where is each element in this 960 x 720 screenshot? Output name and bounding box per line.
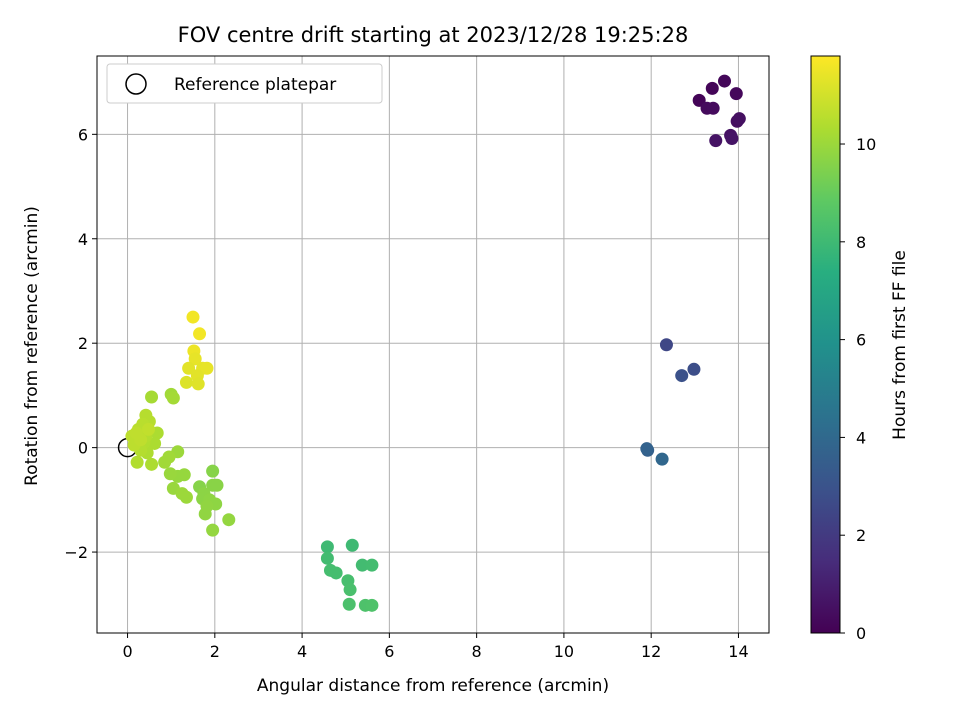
data-points — [117, 74, 746, 612]
colorbar-tick-label: 8 — [856, 233, 866, 252]
y-tick-label: 2 — [78, 334, 88, 353]
colorbar-label: Hours from first FF file — [890, 250, 910, 440]
legend-frame — [106, 63, 383, 104]
data-point — [148, 436, 162, 450]
data-point — [179, 375, 193, 389]
data-point — [162, 450, 176, 464]
data-point — [141, 422, 155, 436]
x-tick-label: 2 — [210, 642, 220, 661]
chart-title: FOV centre drift starting at 2023/12/28 … — [178, 23, 689, 47]
data-point — [365, 598, 379, 612]
data-point — [320, 540, 334, 554]
data-point — [210, 478, 224, 492]
data-point — [343, 583, 357, 597]
x-tick-label: 14 — [728, 642, 748, 661]
y-tick-label: 4 — [78, 230, 88, 249]
data-point — [222, 513, 236, 527]
data-point — [163, 467, 177, 481]
data-point — [705, 81, 719, 95]
y-tick-label: 6 — [78, 125, 88, 144]
data-point — [640, 442, 654, 456]
data-point — [655, 452, 669, 466]
data-point — [179, 490, 193, 504]
colorbar-gradient — [810, 55, 841, 634]
axes: 0 2 4 6 8 10 12 14 −2 0 2 4 6 — [64, 55, 770, 661]
data-point — [725, 132, 739, 146]
data-point — [182, 361, 196, 375]
data-point — [193, 327, 207, 341]
data-point — [732, 112, 746, 126]
legend-label-reference-platepar: Reference platepar — [174, 75, 336, 95]
legend-marker-reference-platepar — [125, 73, 147, 95]
colorbar: 0 2 4 6 8 10 Hours from first FF file — [810, 55, 910, 643]
colorbar-tick-label: 4 — [856, 428, 866, 447]
data-point — [198, 507, 212, 521]
data-point — [129, 426, 143, 440]
colorbar-tick-label: 6 — [856, 331, 866, 350]
data-point — [729, 87, 743, 101]
data-point — [706, 101, 720, 115]
data-point — [717, 74, 731, 88]
x-tick-label: 12 — [641, 642, 661, 661]
data-point — [709, 134, 723, 148]
x-tick-label: 10 — [554, 642, 574, 661]
colorbar-tick-label: 10 — [856, 135, 876, 154]
data-point — [145, 457, 159, 471]
legend: Reference platepar — [106, 63, 383, 104]
data-point — [206, 464, 220, 478]
data-point — [320, 551, 334, 565]
data-point — [200, 361, 214, 375]
data-point — [188, 352, 202, 366]
plot-frame — [96, 55, 770, 634]
data-point — [355, 558, 369, 572]
data-point — [345, 538, 359, 552]
y-tick-label: 0 — [78, 439, 88, 458]
x-tick-label: 0 — [122, 642, 132, 661]
data-point — [166, 391, 180, 405]
colorbar-tick-label: 0 — [856, 624, 866, 643]
data-point — [186, 310, 200, 324]
y-axis-label: Rotation from reference (arcmin) — [22, 206, 42, 486]
x-tick-label: 8 — [472, 642, 482, 661]
grid — [97, 56, 769, 633]
x-tick-label: 4 — [297, 642, 307, 661]
x-axis-label: Angular distance from reference (arcmin) — [257, 676, 609, 696]
colorbar-tick-label: 2 — [856, 526, 866, 545]
data-point — [191, 377, 205, 391]
x-tick-label: 6 — [384, 642, 394, 661]
data-point — [329, 566, 343, 580]
data-point — [342, 597, 356, 611]
colorbar-ticks: 0 2 4 6 8 10 — [840, 135, 876, 643]
data-point — [145, 390, 159, 404]
data-point — [130, 455, 144, 469]
data-point — [206, 523, 220, 537]
data-point — [365, 558, 379, 572]
data-point — [675, 369, 689, 383]
data-point — [659, 338, 673, 352]
y-tick-label: −2 — [64, 543, 88, 562]
data-point — [687, 362, 701, 376]
